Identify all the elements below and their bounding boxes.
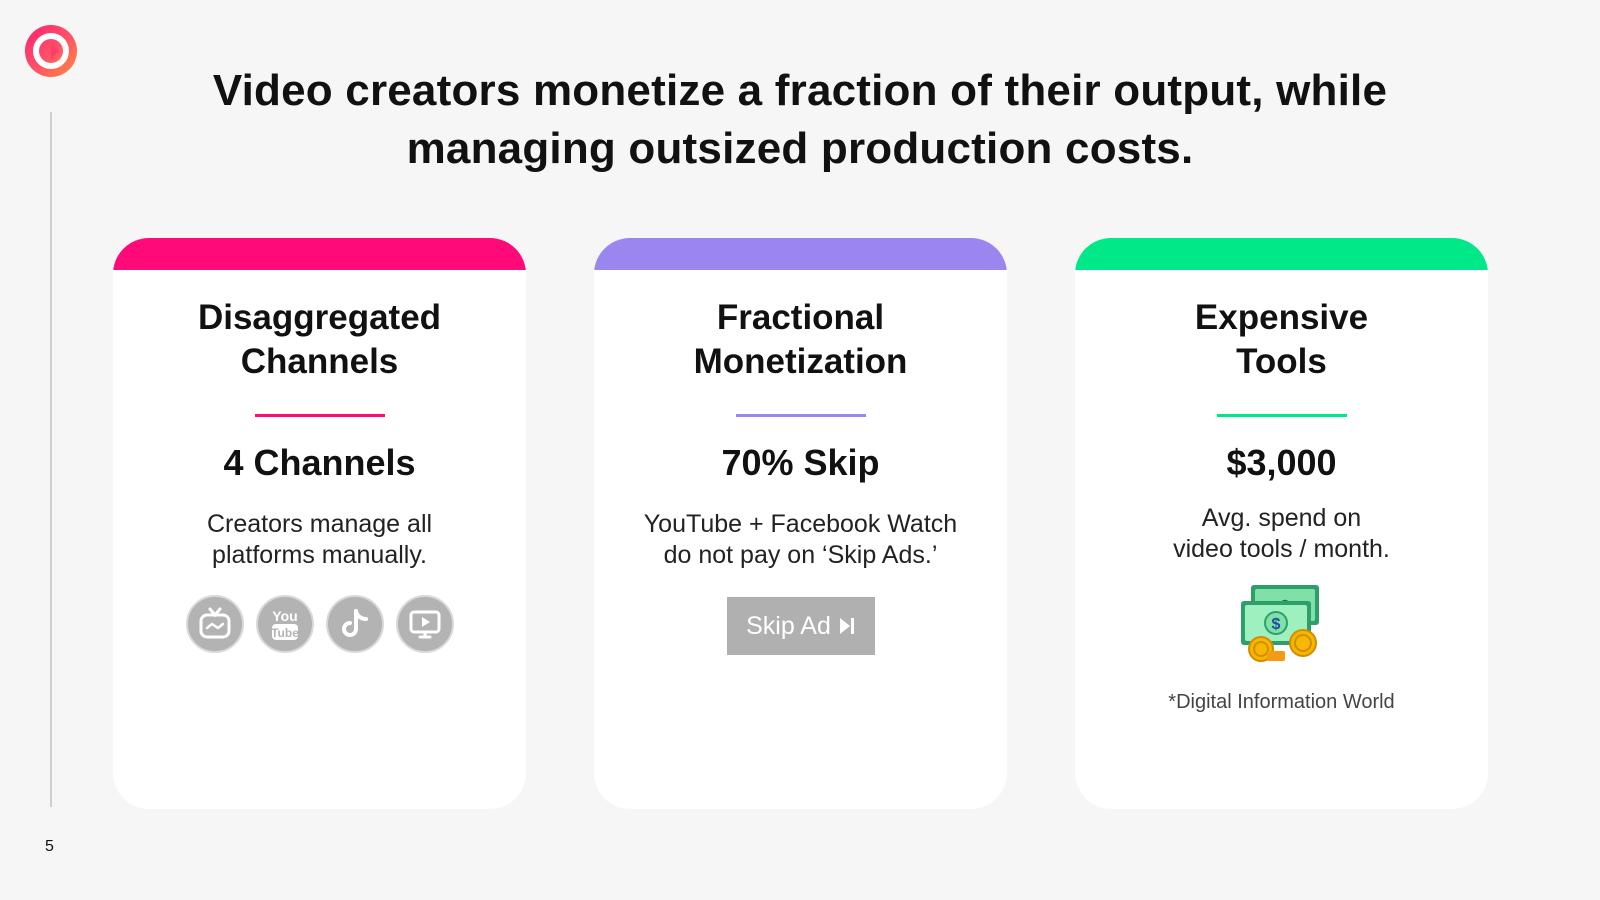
youtube-icon-text-top: You: [272, 608, 297, 624]
money-bills-coins-icon: $ $: [1240, 585, 1319, 662]
tiktok-icon: [325, 595, 384, 653]
skip-next-icon: [839, 618, 854, 634]
card-stat: $3,000: [1226, 442, 1337, 483]
brand-logo-icon: [25, 25, 77, 77]
card-divider: [254, 414, 385, 417]
card-expensive-tools: Expensive Tools $3,000 Avg. spend on vid…: [1075, 238, 1488, 809]
skip-ad-label: Skip Ad: [746, 611, 831, 640]
card-disaggregated-channels: Disaggregated Channels 4 Channels Creato…: [113, 238, 526, 809]
card-description: YouTube + Facebook Watch do not pay on ‘…: [643, 510, 958, 569]
card-title: Fractional Monetization: [693, 298, 908, 381]
card-description: Avg. spend on video tools / month.: [1173, 504, 1390, 563]
skip-ad-button[interactable]: Skip Ad: [726, 597, 875, 655]
source-note: *Digital Information World: [1168, 691, 1395, 713]
card-accent-bar: [113, 238, 526, 270]
card-title: Disaggregated Channels: [197, 298, 442, 381]
card-stat: 70% Skip: [721, 442, 880, 483]
youtube-icon-text-bottom: Tube: [271, 626, 299, 640]
card-stat: 4 Channels: [223, 442, 416, 483]
money-symbol-front: $: [1271, 616, 1280, 633]
card-description: Creators manage all platforms manually.: [206, 510, 433, 569]
youtube-icon: You Tube: [255, 595, 314, 653]
facebook-watch-icon: [395, 595, 454, 653]
igtv-icon: [185, 595, 244, 653]
card-divider: [735, 414, 866, 417]
card-divider: [1216, 414, 1347, 417]
page-headline: Video creators monetize a fraction of th…: [212, 66, 1388, 173]
platform-icons-row: You Tube: [113, 595, 526, 653]
card-accent-bar: [1075, 238, 1488, 270]
page-number: 5: [45, 838, 54, 855]
card-accent-bar: [594, 238, 1007, 270]
left-vertical-rule: [50, 112, 52, 807]
card-title: Expensive Tools: [1194, 298, 1369, 381]
card-fractional-monetization: Fractional Monetization 70% Skip YouTube…: [594, 238, 1007, 809]
